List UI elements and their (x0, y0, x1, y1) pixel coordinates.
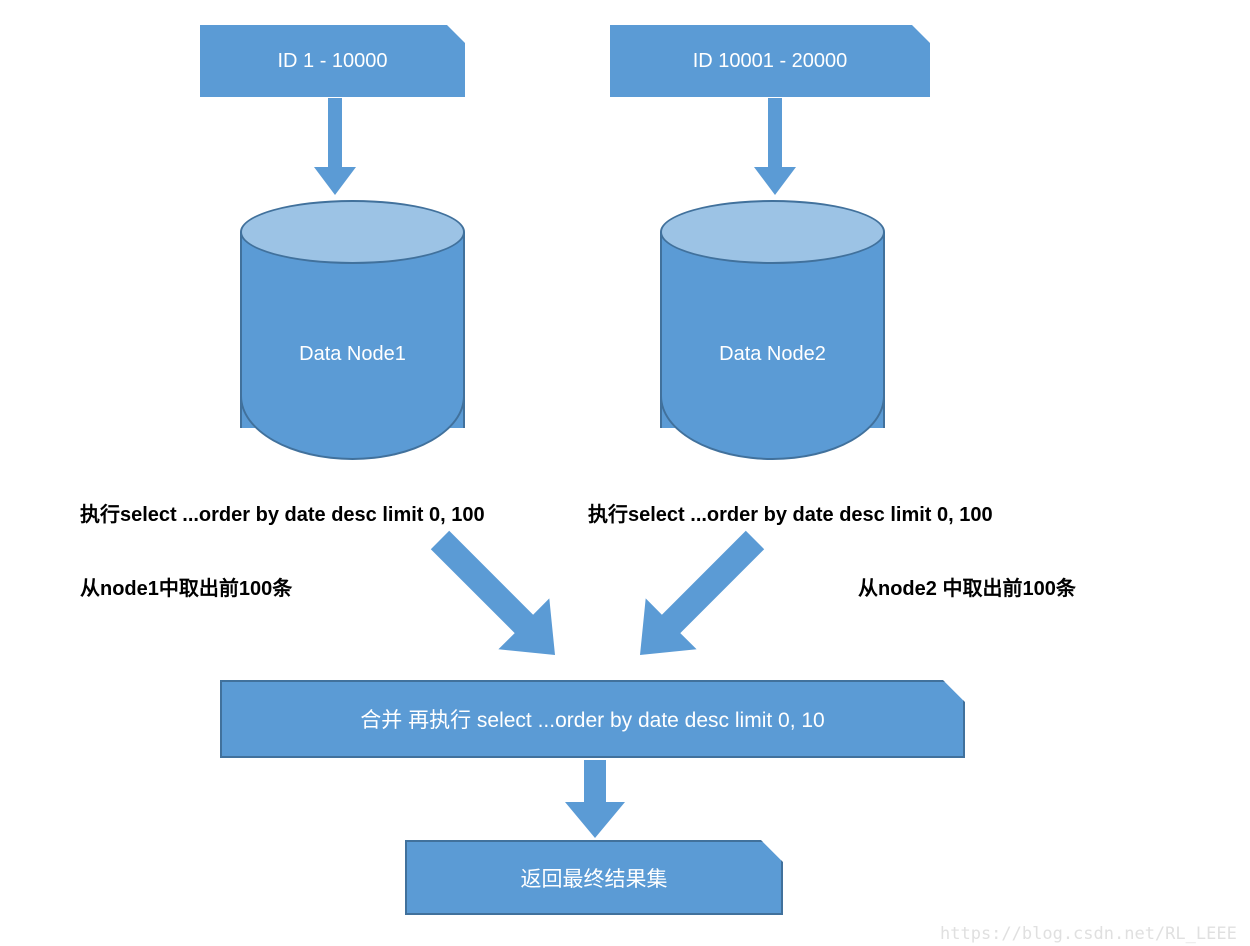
arrows-layer (0, 0, 1250, 946)
id-range-box-2: ID 10001 - 20000 (610, 25, 930, 97)
cylinder-bottom (240, 396, 465, 460)
cylinder-top (240, 200, 465, 264)
data-node-cylinder-2: Data Node2 (660, 200, 885, 460)
cylinder-bottom (660, 396, 885, 460)
result-box: 返回最终结果集 (405, 840, 783, 915)
arrow (431, 531, 555, 655)
take-rows-label-2: 从node2 中取出前100条 (858, 572, 1076, 601)
data-node-label-1: Data Node1 (240, 343, 465, 366)
merge-box-label: 合并 再执行 select ...order by date desc limi… (360, 704, 825, 734)
exec-sql-label-2: 执行select ...order by date desc limit 0, … (588, 498, 993, 527)
arrow (314, 98, 356, 195)
merge-box: 合并 再执行 select ...order by date desc limi… (220, 680, 965, 758)
id-range-box-1: ID 1 - 10000 (200, 25, 465, 97)
cylinder-top (660, 200, 885, 264)
arrow (754, 98, 796, 195)
data-node-cylinder-1: Data Node1 (240, 200, 465, 460)
watermark-text: https://blog.csdn.net/RL_LEEE (940, 924, 1237, 944)
take-rows-label-1: 从node1中取出前100条 (80, 572, 292, 601)
id-range-label-2: ID 10001 - 20000 (693, 50, 848, 73)
arrow (565, 760, 625, 838)
exec-sql-label-1: 执行select ...order by date desc limit 0, … (80, 498, 485, 527)
result-box-label: 返回最终结果集 (521, 863, 668, 893)
data-node-label-2: Data Node2 (660, 343, 885, 366)
id-range-label-1: ID 1 - 10000 (277, 50, 387, 73)
arrow (640, 531, 764, 655)
